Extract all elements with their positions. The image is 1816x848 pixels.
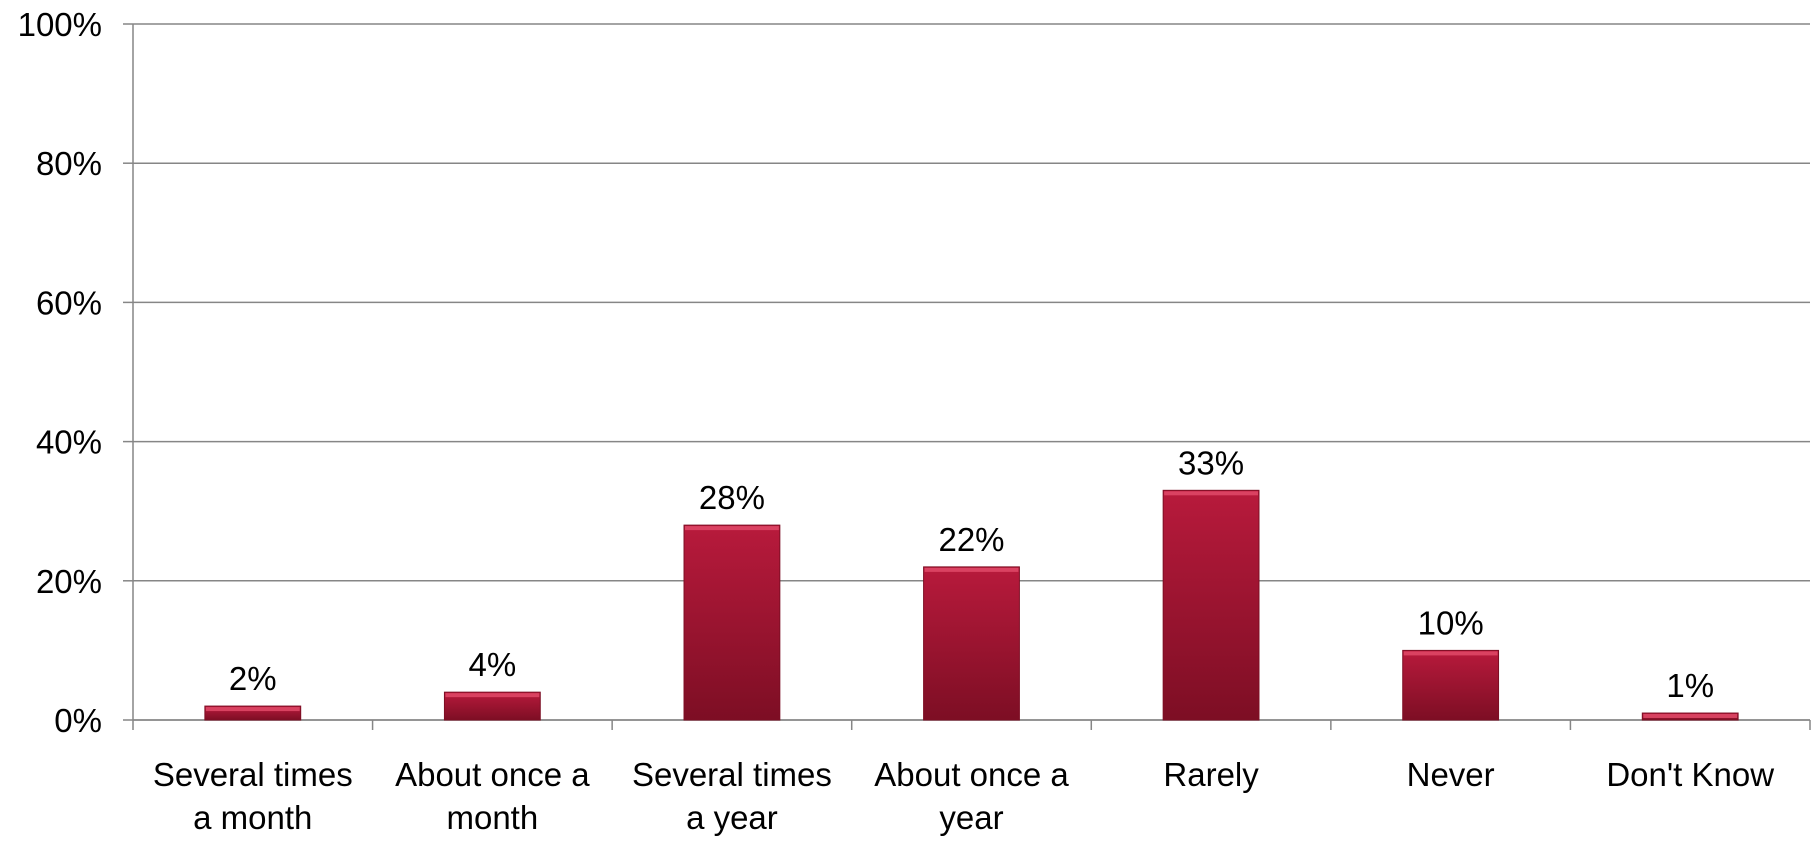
bar-highlight	[685, 526, 779, 531]
bar	[1162, 489, 1260, 721]
x-tick-label: year	[939, 799, 1003, 836]
bar	[683, 524, 781, 721]
x-tick-label: a year	[686, 799, 778, 836]
x-tick-label: Several times	[632, 756, 832, 793]
y-tick-label: 80%	[36, 145, 102, 182]
x-tick-label: a month	[193, 799, 312, 836]
bar-highlight	[1643, 714, 1738, 719]
x-tick-label: About once a	[874, 756, 1069, 793]
data-label: 22%	[938, 521, 1004, 558]
x-tick-label: Rarely	[1163, 756, 1259, 793]
y-tick-label: 60%	[36, 284, 102, 321]
x-tick-label: month	[446, 799, 538, 836]
y-tick-label: 40%	[36, 424, 102, 461]
bar-highlight	[1403, 651, 1498, 656]
bar-highlight	[924, 567, 1019, 572]
data-label: 2%	[229, 660, 277, 697]
data-label: 1%	[1666, 667, 1714, 704]
data-label: 28%	[699, 479, 765, 516]
data-label: 4%	[469, 646, 517, 683]
data-label: 33%	[1178, 444, 1244, 481]
data-label: 10%	[1418, 604, 1484, 641]
bar-highlight	[205, 707, 300, 712]
x-tick-label: Several times	[153, 756, 353, 793]
y-tick-label: 20%	[36, 563, 102, 600]
x-tick-label: Don't Know	[1606, 756, 1774, 793]
x-tick-label: About once a	[395, 756, 590, 793]
bar-highlight	[1164, 491, 1258, 496]
bars	[204, 489, 1739, 721]
x-tick-label: Never	[1407, 756, 1495, 793]
bar-highlight	[445, 693, 540, 698]
bar	[1402, 649, 1500, 721]
labels: 0% 20% 40% 60% 80% 100% 2% Several times a month…	[18, 6, 1775, 836]
bar	[923, 566, 1020, 721]
y-tick-label: 0%	[54, 702, 102, 739]
y-tick-label: 100%	[18, 6, 102, 43]
